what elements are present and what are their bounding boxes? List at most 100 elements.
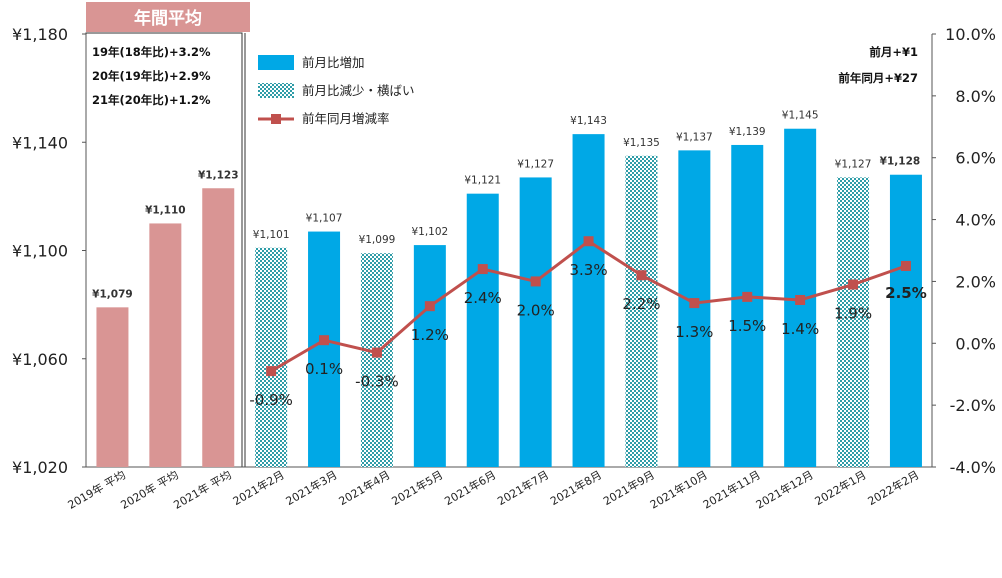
bar xyxy=(625,155,658,467)
bar xyxy=(837,177,870,467)
bar-value-label: ¥1,110 xyxy=(145,204,186,216)
legend-label-up: 前月比増加 xyxy=(302,55,365,70)
bar-value-label: ¥1,139 xyxy=(729,126,766,138)
x-tick-label: 2022年2月 xyxy=(865,467,921,508)
bar xyxy=(96,307,129,467)
line-value-label: 2.2% xyxy=(622,295,660,313)
annual-header-bg xyxy=(86,2,250,32)
x-tick-label: 2021年3月 xyxy=(283,467,339,508)
line-marker xyxy=(319,335,330,346)
line-value-label: 0.1% xyxy=(305,360,343,378)
x-tick-label: 2021年6月 xyxy=(442,467,498,508)
bar-value-label: ¥1,137 xyxy=(676,131,713,143)
bar xyxy=(360,253,393,467)
y-right-tick-label: 10.0% xyxy=(945,25,996,44)
x-tick-label: 2021年4月 xyxy=(336,467,392,508)
bar xyxy=(308,231,341,467)
bar-value-label: ¥1,135 xyxy=(623,137,660,149)
bar xyxy=(572,134,605,467)
y-right-tick-label: 4.0% xyxy=(955,211,996,230)
right-axis: -4.0% -2.0% 0.0% 2.0% 4.0% 6.0% 8.0% 10.0% xyxy=(932,25,996,477)
legend-swatch-up xyxy=(258,55,294,70)
x-tick-label: 2021年5月 xyxy=(389,467,445,508)
y-left-tick-label: ¥1,140 xyxy=(12,133,68,152)
line-marker xyxy=(530,276,541,287)
bar-value-label: ¥1,127 xyxy=(517,158,554,170)
annual-header: 年間平均 xyxy=(134,8,202,29)
summary-note: 前月+¥1 xyxy=(869,45,918,59)
line-value-label: 2.4% xyxy=(464,289,502,307)
y-left-tick-label: ¥1,180 xyxy=(12,25,68,44)
y-left-tick-label: ¥1,020 xyxy=(12,458,68,477)
bar xyxy=(889,174,922,467)
legend-label-line: 前年同月増減率 xyxy=(302,111,390,126)
bar xyxy=(255,247,288,467)
line-value-label: -0.3% xyxy=(355,373,399,391)
line-marker xyxy=(742,291,753,302)
bar-value-label: ¥1,101 xyxy=(253,229,290,241)
legend-label-down: 前月比減少・横ばい xyxy=(302,83,415,98)
x-tick-label: 2022年1月 xyxy=(812,467,868,508)
line-value-label: 1.5% xyxy=(728,317,766,335)
line-marker xyxy=(848,279,859,290)
bar xyxy=(413,245,446,467)
bar xyxy=(678,150,711,467)
line-marker xyxy=(477,264,488,275)
annual-note: 21年(20年比)+1.2% xyxy=(92,93,211,107)
line-value-label: 1.2% xyxy=(411,326,449,344)
bar xyxy=(149,223,182,467)
line-value-label: 2.0% xyxy=(517,301,555,319)
line-marker xyxy=(424,301,435,312)
line-value-label: -0.9% xyxy=(249,391,293,409)
bar-value-label: ¥1,145 xyxy=(782,110,819,122)
bar-value-label: ¥1,123 xyxy=(198,169,239,181)
line-value-label: 3.3% xyxy=(569,261,607,279)
x-tick-label: 2021年8月 xyxy=(548,467,604,508)
line-value-label: 2.5% xyxy=(885,284,927,302)
line-marker xyxy=(583,236,594,247)
x-tick-label: 2021年2月 xyxy=(230,467,286,508)
x-tick-label: 2021年 平均 xyxy=(171,467,234,511)
bars: ¥1,079 ¥1,110 ¥1,123 ¥1,101 ¥1,107 ¥1,099 ¥1,1… xyxy=(92,110,922,468)
line-marker xyxy=(900,260,911,271)
line-marker xyxy=(371,347,382,358)
y-right-tick-label: 8.0% xyxy=(955,87,996,106)
bar xyxy=(519,177,552,467)
line-marker xyxy=(266,366,277,377)
x-tick-label: 2021年12月 xyxy=(753,467,815,511)
left-axis: ¥1,020 ¥1,060 ¥1,100 ¥1,140 ¥1,180 xyxy=(12,25,86,477)
bar xyxy=(731,144,764,468)
annual-note: 19年(18年比)+3.2% xyxy=(92,45,211,59)
bar-value-label: ¥1,079 xyxy=(92,288,133,300)
line-value-label: 1.3% xyxy=(675,323,713,341)
x-tick-label: 2021年10月 xyxy=(647,467,709,511)
bar xyxy=(202,188,235,467)
bar-value-label: ¥1,099 xyxy=(359,234,396,246)
x-tick-label: 2021年11月 xyxy=(700,467,762,511)
y-right-tick-label: -2.0% xyxy=(950,396,996,415)
line-marker xyxy=(689,298,700,309)
bar-value-label: ¥1,127 xyxy=(835,158,872,170)
y-left-tick-label: ¥1,060 xyxy=(12,350,68,369)
line-value-label: 1.9% xyxy=(834,305,872,323)
line-value-label: 1.4% xyxy=(781,320,819,338)
annual-note: 20年(19年比)+2.9% xyxy=(92,69,211,83)
line-series: -0.9% 0.1% -0.3% 1.2% 2.4% 2.0% 3.3% 2.2% 1.3% 1.… xyxy=(249,236,927,409)
y-left-tick-label: ¥1,100 xyxy=(12,242,68,261)
bar-value-label: ¥1,128 xyxy=(880,156,921,168)
bar-value-label: ¥1,102 xyxy=(411,226,448,238)
y-right-tick-label: 6.0% xyxy=(955,149,996,168)
y-right-tick-label: -4.0% xyxy=(950,458,996,477)
summary-note: 前年同月+¥27 xyxy=(838,71,918,85)
bar-value-label: ¥1,121 xyxy=(464,175,501,187)
y-right-tick-label: 0.0% xyxy=(955,334,996,353)
line-marker xyxy=(636,270,647,281)
x-tick-label: 2019年 平均 xyxy=(65,467,128,511)
legend-swatch-marker xyxy=(271,114,281,124)
legend-swatch-down xyxy=(258,83,294,98)
line-marker xyxy=(795,294,806,305)
y-right-tick-label: 2.0% xyxy=(955,272,996,291)
bar-value-label: ¥1,107 xyxy=(306,213,343,225)
